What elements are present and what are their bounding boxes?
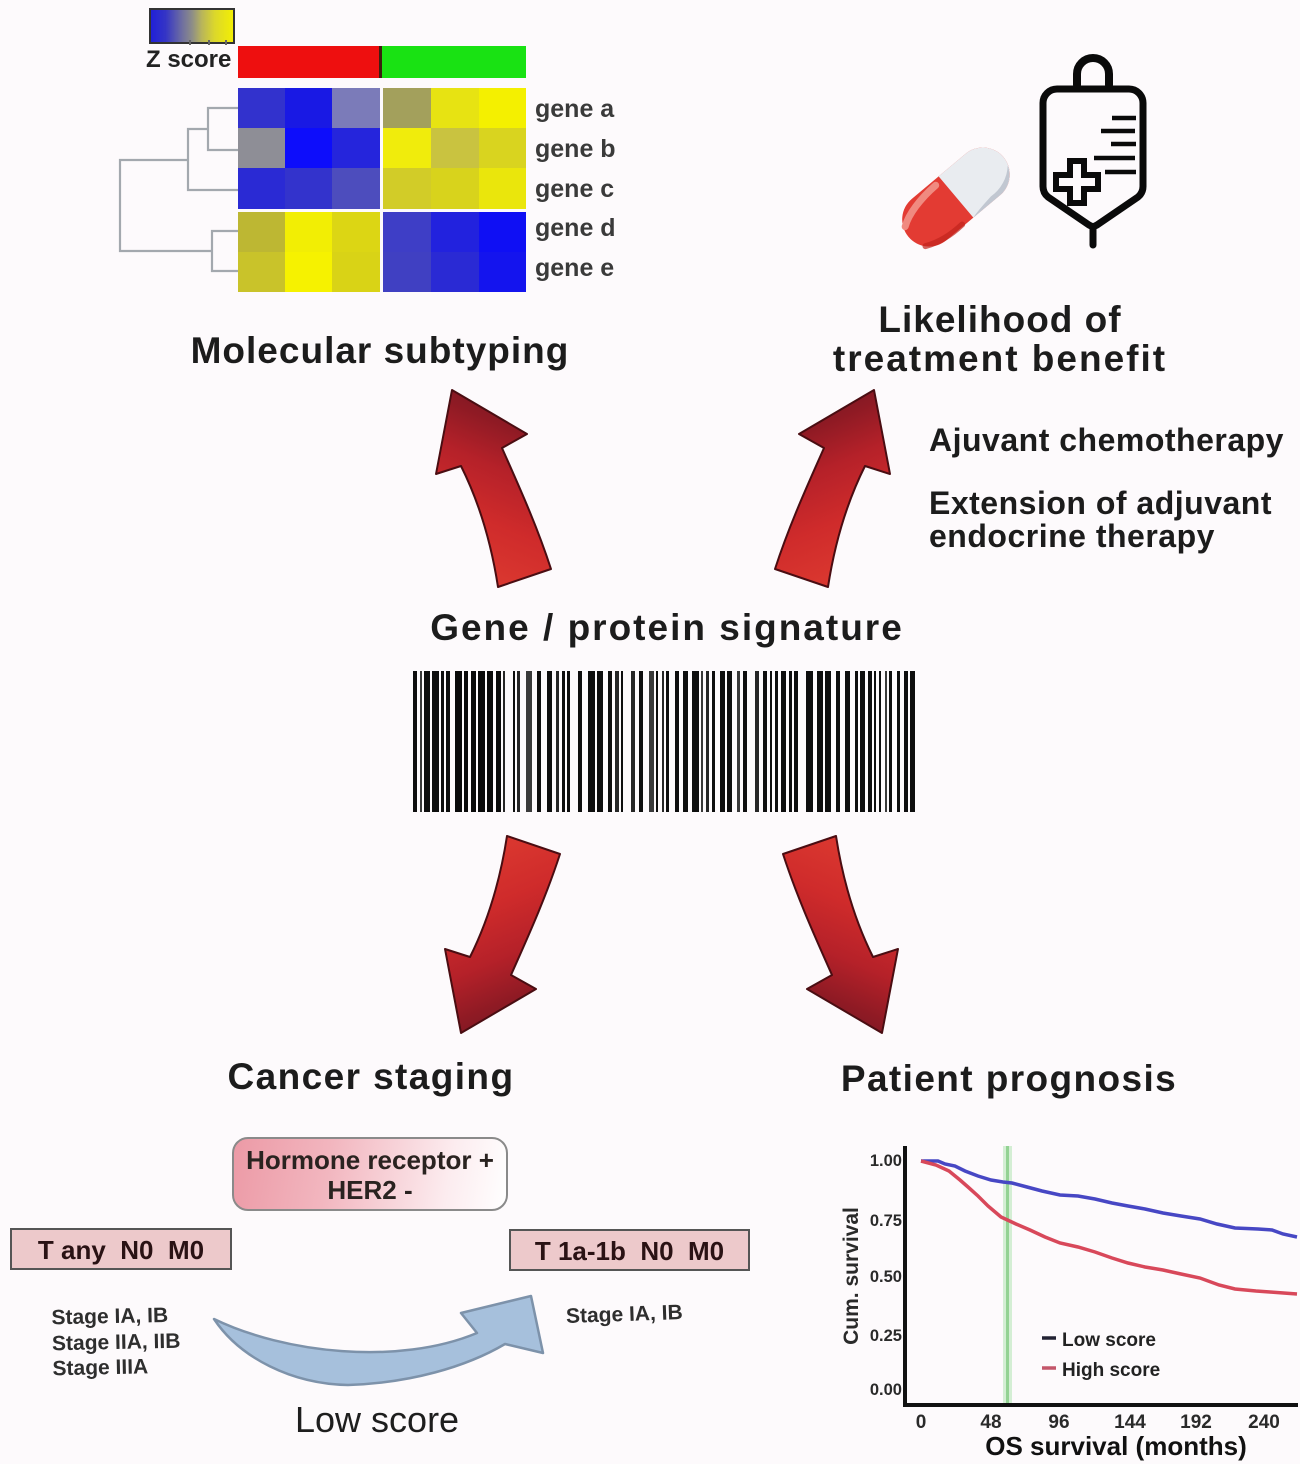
svg-text:OS survival (months): OS survival (months) (985, 1431, 1247, 1461)
svg-text:192: 192 (1180, 1412, 1212, 1433)
svg-text:High score: High score (1062, 1360, 1160, 1381)
svg-text:0.75: 0.75 (870, 1212, 902, 1230)
svg-text:1.00: 1.00 (870, 1152, 902, 1170)
svg-text:240: 240 (1248, 1412, 1280, 1433)
svg-text:Low score: Low score (1062, 1330, 1156, 1351)
svg-text:0.25: 0.25 (870, 1327, 902, 1345)
svg-text:Cum. survival: Cum. survival (840, 1207, 863, 1345)
svg-text:0.50: 0.50 (870, 1268, 902, 1286)
svg-text:48: 48 (980, 1412, 1001, 1433)
svg-text:144: 144 (1114, 1412, 1146, 1433)
svg-text:0: 0 (916, 1412, 927, 1433)
svg-text:96: 96 (1048, 1412, 1069, 1433)
svg-text:0.00: 0.00 (870, 1381, 902, 1399)
